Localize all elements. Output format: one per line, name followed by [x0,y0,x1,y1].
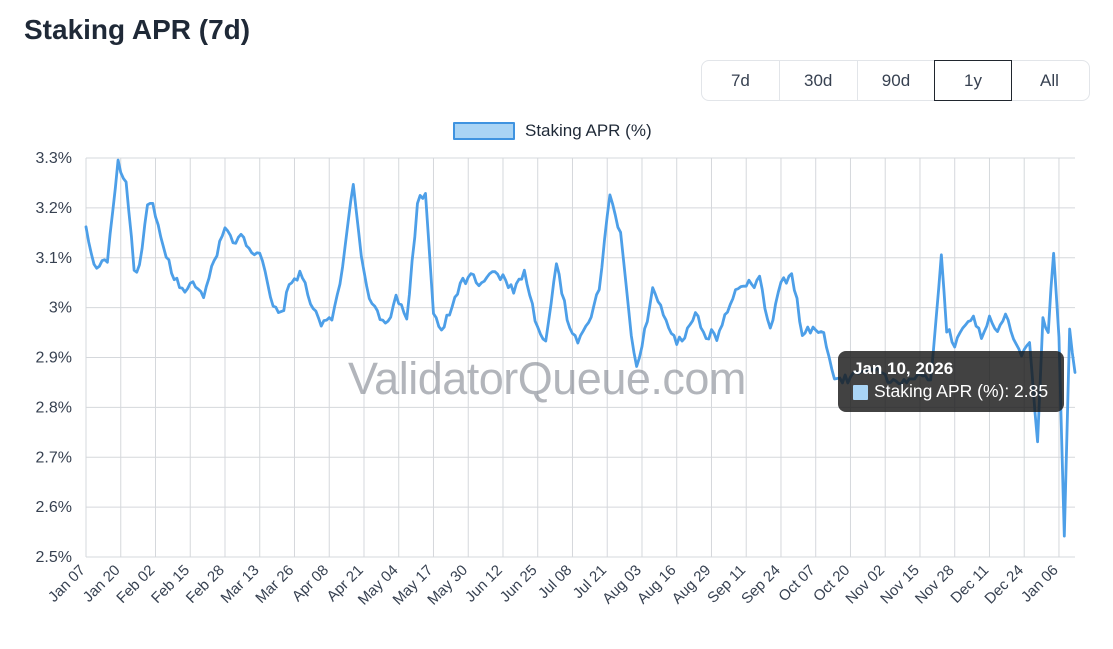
svg-text:Sep 24: Sep 24 [738,562,784,608]
svg-text:Apr 08: Apr 08 [289,562,332,605]
svg-text:Oct 07: Oct 07 [775,562,818,605]
svg-text:Mar 26: Mar 26 [252,562,297,607]
svg-text:Jan 06: Jan 06 [1018,562,1062,606]
svg-text:2.6%: 2.6% [36,499,72,516]
svg-text:3.2%: 3.2% [36,200,72,217]
svg-text:Jun 12: Jun 12 [462,562,506,606]
svg-text:Feb 15: Feb 15 [148,562,193,607]
svg-text:2.5%: 2.5% [36,549,72,566]
svg-text:Feb 28: Feb 28 [183,562,228,607]
svg-text:Jun 25: Jun 25 [497,562,541,606]
svg-text:2.7%: 2.7% [36,449,72,466]
svg-text:Aug 29: Aug 29 [669,562,715,608]
svg-text:Feb 02: Feb 02 [113,562,158,607]
svg-text:Nov 28: Nov 28 [912,562,958,608]
svg-text:Jan 07: Jan 07 [45,562,89,606]
svg-text:3%: 3% [49,300,72,317]
svg-text:Dec 24: Dec 24 [981,562,1027,608]
svg-text:Mar 13: Mar 13 [218,562,263,607]
svg-text:3.1%: 3.1% [36,250,72,267]
svg-text:Jul 08: Jul 08 [535,562,575,602]
svg-text:3.3%: 3.3% [36,150,72,167]
svg-text:2.9%: 2.9% [36,350,72,367]
svg-text:2.8%: 2.8% [36,399,72,416]
